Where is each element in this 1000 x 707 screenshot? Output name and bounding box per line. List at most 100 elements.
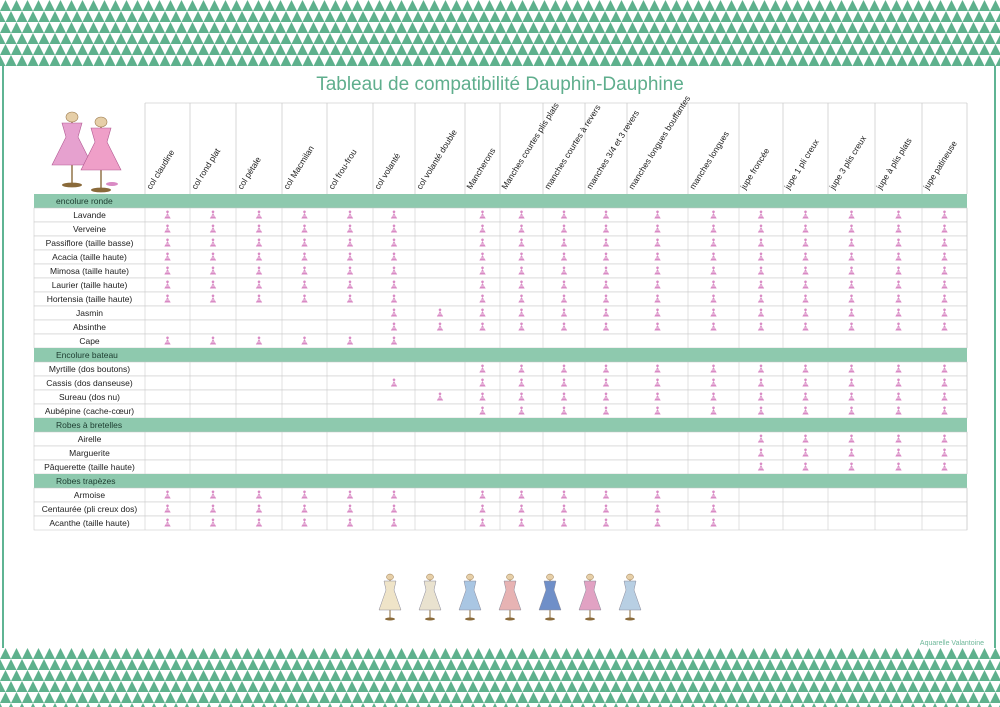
compatible-mark-icon — [479, 294, 486, 303]
compatible-mark-icon — [518, 294, 525, 303]
compatible-mark-icon — [710, 504, 717, 513]
compatible-mark-icon — [255, 252, 263, 261]
compatible-mark-icon — [479, 364, 486, 373]
row-label: Aubépine (cache-cœur) — [45, 406, 134, 416]
compatible-mark-icon — [710, 364, 717, 373]
compatible-mark-icon — [255, 238, 263, 247]
dress-form-blue-icon — [458, 573, 482, 621]
compatible-mark-icon — [757, 406, 765, 415]
row-label: Cape — [79, 336, 100, 346]
compatible-mark-icon — [941, 238, 948, 247]
compatible-mark-icon — [654, 308, 661, 317]
table-row: Verveine — [33, 221, 968, 237]
compatible-mark-icon — [479, 252, 486, 261]
compatible-mark-icon — [802, 308, 809, 317]
compatible-mark-icon — [602, 266, 610, 275]
compatible-mark-icon — [479, 378, 486, 387]
compatible-mark-icon — [560, 238, 568, 247]
compatible-mark-icon — [164, 490, 171, 499]
table-row: Pâquerette (taille haute) — [33, 459, 968, 475]
column-header: col volanté — [372, 151, 402, 191]
compatible-mark-icon — [518, 378, 525, 387]
compatible-mark-icon — [518, 392, 525, 401]
compatible-mark-icon — [757, 294, 765, 303]
compatible-mark-icon — [710, 238, 717, 247]
compatible-mark-icon — [479, 224, 486, 233]
compatible-mark-icon — [518, 364, 525, 373]
compatible-mark-icon — [518, 322, 525, 331]
table-row: Lavande — [33, 207, 968, 223]
compatible-mark-icon — [757, 392, 765, 401]
svg-text:Robes trapèzes: Robes trapèzes — [56, 476, 116, 486]
compatible-mark-icon — [164, 518, 171, 527]
compatible-mark-icon — [602, 252, 610, 261]
table-row: Cassis (dos danseuse) — [33, 375, 968, 391]
table-row: Hortensia (taille haute) — [33, 291, 968, 307]
compatible-mark-icon — [301, 490, 308, 499]
row-label: Airelle — [78, 434, 102, 444]
compatible-mark-icon — [346, 504, 354, 513]
compatible-mark-icon — [802, 434, 809, 443]
compatible-mark-icon — [560, 266, 568, 275]
section-header: Robes trapèzes — [34, 474, 967, 488]
column-header: col rond plat — [189, 146, 222, 191]
compatible-mark-icon — [757, 238, 765, 247]
compatible-mark-icon — [255, 210, 263, 219]
compatible-mark-icon — [255, 504, 263, 513]
compatible-mark-icon — [602, 238, 610, 247]
compatible-mark-icon — [654, 266, 661, 275]
compatible-mark-icon — [802, 448, 809, 457]
compatible-mark-icon — [346, 210, 354, 219]
compatible-mark-icon — [518, 406, 525, 415]
compatible-mark-icon — [941, 308, 948, 317]
compatible-mark-icon — [560, 504, 568, 513]
compatible-mark-icon — [802, 224, 809, 233]
pattern-band-bottom — [0, 648, 1000, 707]
compatible-mark-icon — [848, 266, 855, 275]
compatible-mark-icon — [757, 378, 765, 387]
compatible-mark-icon — [479, 238, 486, 247]
compatible-mark-icon — [654, 224, 661, 233]
compatible-mark-icon — [757, 434, 765, 443]
compatible-mark-icon — [479, 308, 486, 317]
compatible-mark-icon — [848, 392, 855, 401]
column-header: col Macmilan — [281, 143, 316, 191]
table-row: Myrtille (dos boutons) — [33, 361, 968, 377]
compatible-mark-icon — [602, 322, 610, 331]
compatible-mark-icon — [710, 518, 717, 527]
compatible-mark-icon — [255, 518, 263, 527]
compatible-mark-icon — [895, 238, 902, 247]
compatible-mark-icon — [518, 280, 525, 289]
compatible-mark-icon — [941, 266, 948, 275]
compatible-mark-icon — [941, 448, 948, 457]
column-header: col pétale — [235, 155, 263, 191]
compatible-mark-icon — [390, 280, 398, 289]
row-label: Passiflore (taille basse) — [46, 238, 134, 248]
compatible-mark-icon — [802, 252, 809, 261]
row-label: Verveine — [73, 224, 106, 234]
compatible-mark-icon — [209, 224, 217, 233]
compatible-mark-icon — [390, 322, 398, 331]
svg-text:Encolure bateau: Encolure bateau — [56, 350, 118, 360]
compatible-mark-icon — [757, 280, 765, 289]
compatible-mark-icon — [802, 364, 809, 373]
compatible-mark-icon — [941, 224, 948, 233]
compatible-mark-icon — [941, 280, 948, 289]
compatible-mark-icon — [301, 238, 308, 247]
compatible-mark-icon — [941, 462, 948, 471]
compatible-mark-icon — [757, 364, 765, 373]
compatible-mark-icon — [941, 378, 948, 387]
section-header: encolure ronde — [34, 194, 967, 208]
compatible-mark-icon — [301, 504, 308, 513]
compatible-mark-icon — [654, 238, 661, 247]
compatible-mark-icon — [757, 448, 765, 457]
table-row: Sureau (dos nu) — [33, 389, 968, 405]
compatible-mark-icon — [895, 322, 902, 331]
compatible-mark-icon — [848, 280, 855, 289]
compatible-mark-icon — [346, 238, 354, 247]
compatible-mark-icon — [941, 210, 948, 219]
compatible-mark-icon — [848, 406, 855, 415]
compatible-mark-icon — [164, 238, 171, 247]
table-row: Jasmin — [33, 305, 968, 321]
compatible-mark-icon — [710, 210, 717, 219]
